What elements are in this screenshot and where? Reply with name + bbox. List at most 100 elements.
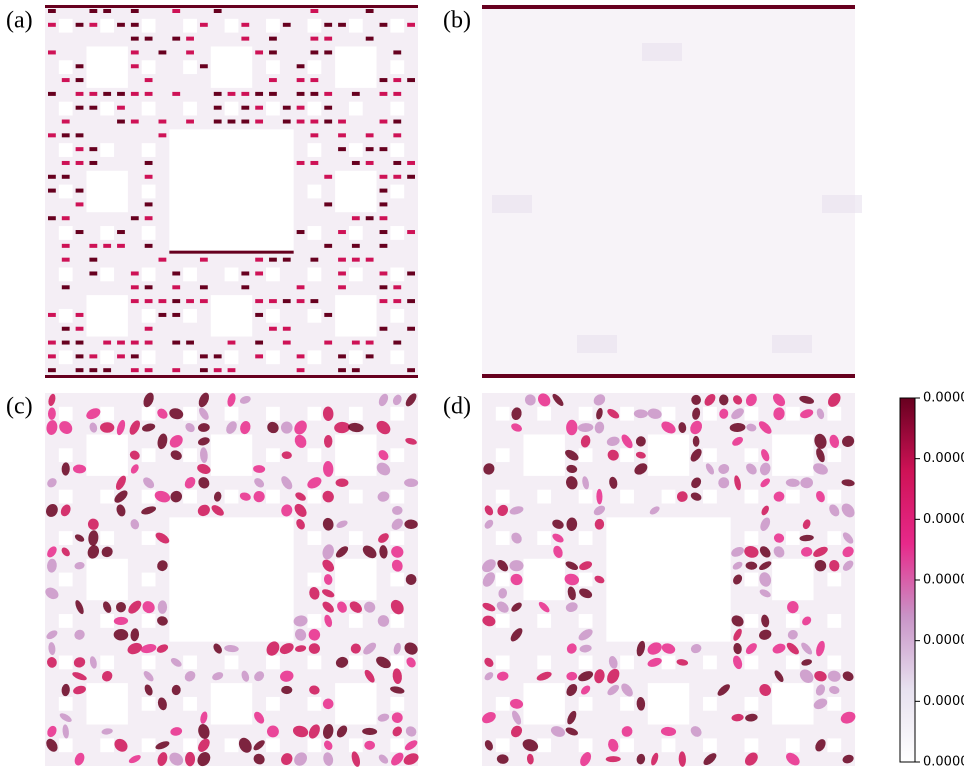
blob [483,463,495,475]
faint-spot [822,195,862,213]
blob [593,394,606,406]
blob [323,740,333,750]
blob [142,423,156,432]
blob [636,753,646,765]
blob [744,752,758,766]
edge-band [482,5,855,9]
mark [144,243,153,248]
mark [324,119,333,124]
mark [144,285,153,290]
carpet-hole [141,143,156,157]
blob [510,573,523,586]
mark [144,78,153,83]
blob [692,407,701,420]
blob [565,561,579,571]
mark [365,36,374,41]
blob [745,393,757,407]
blob [47,407,56,420]
heatmap-panel [45,5,418,378]
mark [310,9,319,13]
carpet-hole [495,448,510,463]
blob [522,739,539,752]
carpet-hole [647,683,690,725]
carpet-hole [100,489,115,504]
blob [787,600,799,614]
blob [227,393,236,407]
blob [322,544,334,560]
mark [213,354,222,359]
blob [128,600,142,614]
blob [734,475,741,491]
blob [813,546,828,557]
carpet-hole [390,614,405,628]
mark [351,340,360,345]
mark [296,78,305,83]
carpet-hole [772,683,814,725]
mark [61,285,70,290]
blob [510,725,523,738]
blob [322,517,334,531]
blob [815,684,826,696]
carpet-hole [86,683,128,725]
mark [61,78,70,83]
blob [323,434,333,448]
blob [48,393,56,407]
carpet-hole [100,655,115,670]
blob [596,488,603,505]
mark [324,312,333,317]
carpet-hole [703,406,717,421]
mark [61,133,70,138]
blob [565,449,579,461]
panel-label: (a) [6,8,33,34]
blob [280,421,293,434]
blob [46,738,58,752]
carpet-hole [266,308,280,323]
blob [566,464,578,474]
blob [636,697,646,711]
mark [130,22,139,27]
blob [335,546,349,558]
blob [391,518,403,530]
carpet-hole [141,531,156,545]
carpet-hole [169,129,294,254]
blob [143,392,154,408]
carpet-hole [183,448,197,463]
blob [322,589,335,598]
blob [213,491,222,502]
mark [365,354,374,359]
mark [393,91,402,96]
blob [567,586,576,601]
carpet-hole [100,226,115,240]
mark [144,340,153,345]
mark [172,285,181,290]
blob [799,395,815,404]
blob [718,464,730,474]
mark [172,299,181,304]
blob [377,491,390,502]
blob [293,615,308,627]
carpet-hole [661,489,676,504]
carpet-hole [348,101,363,116]
blob [239,492,251,501]
heatmap-panel [482,392,856,767]
blob [392,394,402,406]
blob [47,478,57,488]
blob [801,642,813,655]
blob [241,670,250,682]
blob [732,655,743,670]
carpet-hole [827,572,842,587]
blob [115,601,126,613]
blob [185,422,195,433]
carpet-hole [744,531,759,545]
carpet-hole [100,614,115,628]
blob [731,713,744,722]
blob [594,421,605,434]
blob [322,559,335,572]
carpet-hole [827,738,842,753]
mark [255,340,264,345]
blob [199,407,209,420]
mark [310,299,319,304]
edge-band [482,374,855,378]
carpet-hole [141,18,156,33]
panels [45,5,862,767]
